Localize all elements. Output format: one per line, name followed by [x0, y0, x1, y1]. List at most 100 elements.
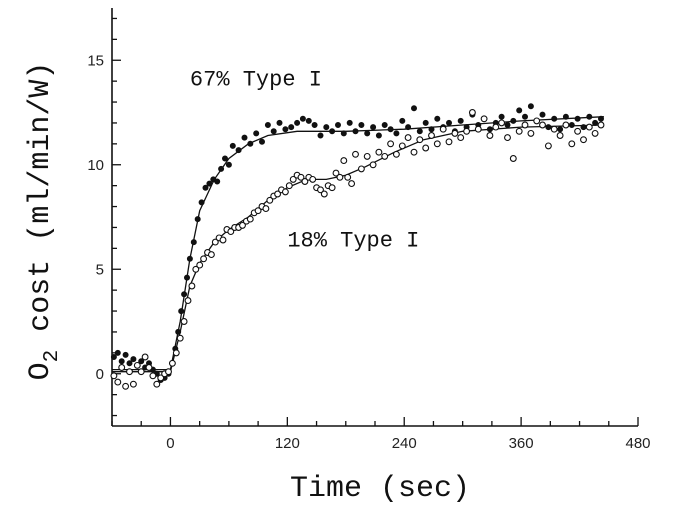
open-data-point	[192, 265, 200, 273]
open-data-point	[550, 125, 558, 133]
filled-data-point	[393, 130, 400, 137]
filled-data-point	[580, 124, 587, 131]
filled-data-point	[574, 115, 581, 122]
open-data-point	[597, 121, 605, 129]
filled-data-point	[498, 113, 505, 120]
open-data-point	[509, 155, 517, 162]
open-data-point	[262, 205, 270, 213]
filled-data-point	[562, 113, 569, 120]
x-tick-label: 120	[275, 435, 300, 452]
open-data-point	[336, 173, 344, 181]
open-data-point	[118, 364, 126, 371]
filled-data-point	[311, 122, 318, 129]
open-data-point	[428, 132, 435, 139]
filled-data-point	[375, 132, 382, 139]
open-data-point	[404, 134, 412, 142]
filled-data-point	[181, 291, 188, 298]
open-data-point	[521, 121, 529, 129]
open-data-point	[129, 380, 137, 388]
filled-data-point	[334, 122, 341, 129]
open-data-point	[515, 127, 523, 135]
filled-data-point	[218, 165, 225, 172]
filled-data-point	[352, 128, 359, 135]
filled-data-point	[434, 115, 441, 122]
filled-data-point	[241, 134, 248, 141]
filled-data-point	[346, 119, 353, 126]
filled-data-point	[410, 105, 417, 112]
open-data-point	[309, 175, 317, 183]
filled-data-point	[178, 308, 185, 315]
open-data-point	[328, 184, 336, 192]
open-data-point	[486, 132, 494, 139]
x-tick-label: 240	[392, 435, 417, 452]
filled-data-point	[114, 349, 121, 356]
open-data-point	[172, 349, 180, 357]
open-data-point	[539, 121, 546, 129]
filled-data-point	[592, 119, 599, 126]
open-data-point	[352, 150, 359, 158]
filled-data-point	[130, 356, 137, 363]
open-data-point	[145, 364, 153, 371]
open-data-point	[114, 378, 122, 386]
open-data-point	[392, 150, 400, 158]
y-tick-label: 5	[96, 261, 104, 278]
open-data-point	[533, 117, 541, 125]
y-axis-title: O2 cost (ml/min/W)	[24, 62, 64, 381]
y-tick-label: 15	[87, 52, 104, 69]
filled-data-point	[329, 128, 336, 135]
open-data-point	[369, 161, 377, 169]
open-data-point	[219, 236, 227, 244]
filled-data-point	[186, 255, 193, 262]
open-data-point	[297, 173, 305, 181]
open-data-point	[266, 196, 274, 204]
filled-data-point	[229, 142, 236, 149]
open-data-point	[227, 228, 235, 236]
filled-data-point	[276, 119, 283, 126]
open-data-point	[239, 221, 246, 229]
open-data-point	[141, 353, 149, 361]
filled-data-point	[340, 130, 347, 137]
filled-data-point	[486, 126, 493, 133]
open-data-point	[474, 125, 482, 133]
filled-data-point	[598, 115, 605, 122]
filled-data-point	[253, 130, 260, 137]
open-data-point	[387, 140, 395, 148]
y-tick-label: 10	[87, 157, 104, 174]
filled-data-point	[294, 119, 301, 126]
open-data-point	[457, 134, 465, 142]
open-data-point	[211, 238, 219, 246]
open-data-point	[439, 125, 447, 133]
open-data-point	[498, 119, 506, 127]
filled-data-point	[527, 103, 534, 110]
filled-data-point	[138, 358, 145, 365]
open-data-point	[357, 165, 365, 173]
filled-data-point	[110, 353, 117, 360]
open-data-point	[289, 175, 297, 183]
x-tick-label: 360	[509, 435, 534, 452]
open-data-point	[398, 142, 406, 150]
open-data-point	[422, 144, 430, 152]
filled-data-point	[317, 132, 324, 139]
open-data-point	[137, 368, 145, 376]
annotation-1: 67% Type I	[190, 67, 322, 92]
filled-data-point	[202, 184, 209, 191]
filled-data-point	[206, 180, 213, 187]
filled-data-point	[235, 147, 242, 154]
open-data-point	[110, 372, 118, 380]
open-data-point	[301, 178, 309, 185]
filled-data-point	[557, 126, 564, 133]
filled-data-point	[225, 161, 232, 168]
filled-data-point	[183, 274, 190, 281]
open-data-point	[451, 129, 459, 137]
open-data-point	[281, 188, 289, 196]
open-data-point	[544, 142, 552, 150]
filled-data-point	[118, 358, 125, 365]
open-data-point	[184, 297, 192, 305]
open-data-point	[416, 136, 424, 144]
filled-data-point	[539, 111, 546, 118]
open-data-point	[492, 123, 500, 131]
filled-data-point	[387, 126, 394, 133]
filled-data-point	[190, 239, 197, 246]
labels: Time (sec) O2 cost (ml/min/W) 67% Type I 18…	[24, 62, 470, 506]
